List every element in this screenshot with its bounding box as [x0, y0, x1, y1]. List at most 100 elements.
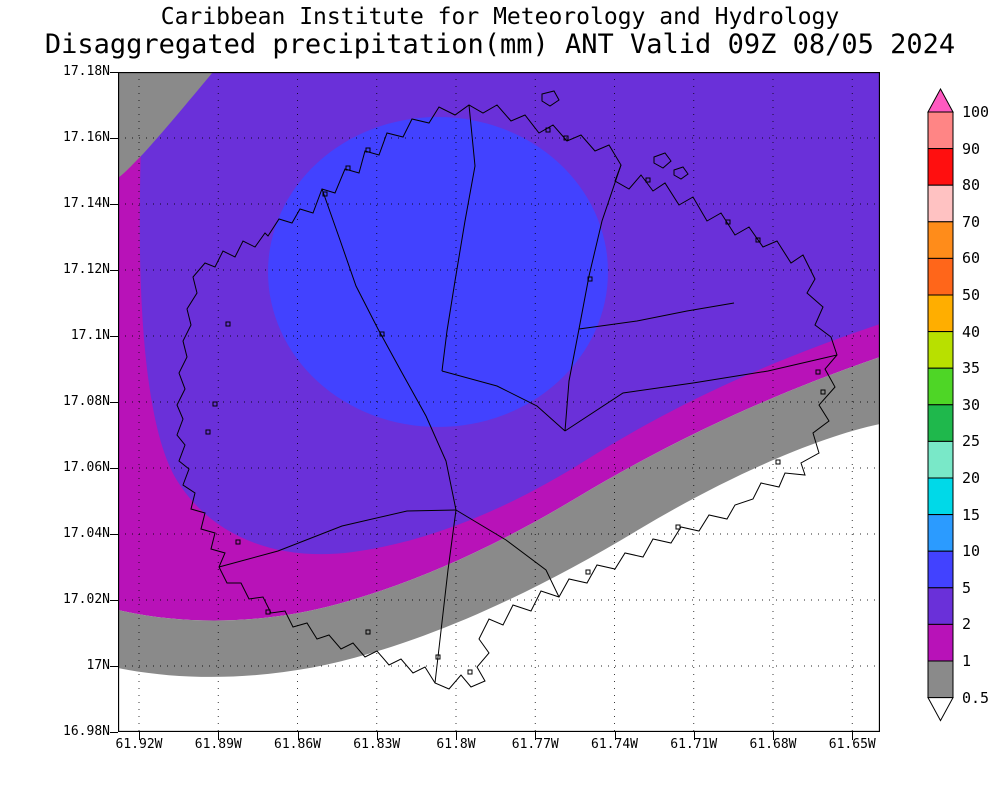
x-axis-tick-label: 61.71W	[670, 737, 718, 752]
colorbar-level-label: 35	[962, 359, 981, 378]
colorbar	[927, 88, 954, 722]
y-axis-tickmark	[110, 600, 118, 601]
y-axis-tickmark	[110, 468, 118, 469]
y-axis-tickmark	[110, 204, 118, 205]
colorbar-level-label: 80	[962, 176, 981, 195]
colorbar-segment	[927, 294, 954, 333]
x-axis-tickmark	[773, 732, 774, 740]
offshore-islet	[673, 166, 689, 180]
y-axis-tick-label: 17.14N	[63, 196, 110, 211]
map-plot-area	[118, 72, 880, 732]
title-main: Disaggregated precipitation(mm) ANT Vali…	[44, 29, 956, 60]
offshore-islet	[541, 90, 560, 107]
x-axis-tickmark	[614, 732, 616, 740]
map-plot-svg	[118, 72, 880, 732]
colorbar-segment	[927, 184, 954, 223]
y-axis-tick-label: 17.1N	[70, 328, 110, 343]
colorbar-level-label: 10	[962, 542, 981, 561]
colorbar-segment	[927, 514, 954, 552]
colorbar-segment	[927, 660, 954, 699]
y-axis-tick-label: 17.18N	[63, 64, 110, 79]
colorbar-segment	[927, 550, 954, 589]
y-axis-tickmark	[110, 72, 118, 73]
x-axis-tick-label: 61.86W	[274, 737, 321, 752]
y-axis-tickmark	[110, 270, 118, 271]
colorbar-segment	[927, 111, 954, 150]
colorbar-level-label: 0.5	[962, 688, 990, 707]
colorbar-segment	[927, 367, 954, 406]
x-axis-tickmark	[456, 732, 457, 740]
colorbar-segment	[927, 477, 954, 516]
colorbar-level-label: 100	[962, 103, 990, 121]
contour-fill-0.5-1mm-band	[118, 357, 880, 677]
parish-boundary	[441, 104, 476, 372]
colorbar-level-label: 50	[962, 286, 981, 304]
y-axis-tickmark	[110, 534, 118, 535]
parish-boundary	[218, 509, 457, 568]
colorbar-level-label: 5	[962, 578, 972, 597]
colorbar-level-label: 1	[962, 652, 972, 670]
x-axis-tickmark	[535, 732, 537, 740]
colorbar-segment	[927, 148, 954, 186]
y-axis-tickmark	[110, 138, 118, 139]
y-axis-tick-label: 17.12N	[63, 262, 110, 277]
colorbar-level-label: 15	[962, 505, 981, 524]
y-axis-tick-label: 17.06N	[63, 460, 110, 475]
x-axis-tick-label: 61.83W	[353, 737, 401, 752]
y-axis-tick-label: 17.16N	[63, 130, 110, 145]
y-axis-tickmark	[110, 732, 118, 733]
y-axis-tick-label: 17.08N	[63, 394, 110, 409]
x-axis-tick-label: 61.92W	[115, 737, 163, 752]
colorbar-segment	[927, 440, 954, 479]
parish-boundary	[441, 370, 566, 432]
grid-lines	[118, 72, 880, 732]
x-axis-tick-label: 61.8W	[436, 737, 476, 752]
y-axis-tick-label: 17N	[86, 658, 110, 673]
colorbar-arrow-up-icon	[927, 88, 954, 113]
colorbar-segment	[927, 257, 954, 296]
colorbar-level-label: 25	[962, 432, 981, 451]
y-axis-tickmark	[110, 666, 118, 667]
settlement-marks	[205, 127, 826, 675]
colorbar-segment	[927, 331, 954, 369]
colorbar-segment	[927, 623, 954, 662]
colorbar-level-label: 2	[962, 615, 972, 634]
colorbar-segment	[927, 587, 954, 625]
x-axis-tick-label: 61.77W	[511, 737, 559, 752]
x-axis-tick-label: 61.65W	[828, 737, 876, 752]
colorbar-level-label: 90	[962, 139, 981, 158]
parish-boundary	[455, 509, 560, 598]
colorbar-level-label: 70	[962, 212, 981, 231]
offshore-islet	[653, 152, 672, 169]
x-axis-tick-label: 61.74W	[591, 737, 638, 752]
parish-boundary	[321, 188, 457, 684]
colorbar-segment	[927, 221, 954, 259]
x-axis-tickmark	[376, 732, 378, 740]
colorbar-level-label: 60	[962, 249, 981, 268]
x-axis-tickmark	[297, 732, 299, 740]
parish-boundary	[564, 354, 838, 432]
x-axis-tick-label: 61.89W	[194, 737, 242, 752]
y-axis-tick-label: 16.98N	[63, 724, 110, 739]
y-axis-tickmark	[110, 336, 118, 337]
parish-boundary	[564, 164, 622, 432]
colorbar-arrow-down-icon	[927, 697, 954, 722]
parish-boundary	[578, 302, 735, 330]
colorbar-level-label: 20	[962, 469, 981, 487]
island-outlines	[176, 90, 838, 690]
contour-fill-0.5-1mm-corner	[118, 72, 213, 178]
y-axis-tick-label: 17.02N	[63, 592, 110, 607]
x-axis-tickmark	[139, 732, 140, 740]
x-axis-tickmark	[218, 732, 220, 740]
colorbar-level-label: 40	[962, 322, 981, 341]
plot-border	[118, 72, 880, 732]
contour-fill-5-10mm	[268, 117, 608, 427]
colorbar-segment	[927, 404, 954, 442]
y-axis-tick-label: 17.04N	[63, 526, 110, 541]
x-axis-tickmark	[693, 732, 695, 740]
x-axis-tick-label: 61.68W	[749, 737, 797, 752]
title-institution: Caribbean Institute for Meteorology and …	[160, 4, 840, 30]
colorbar-level-label: 30	[962, 395, 981, 414]
y-axis-tickmark	[110, 402, 118, 403]
